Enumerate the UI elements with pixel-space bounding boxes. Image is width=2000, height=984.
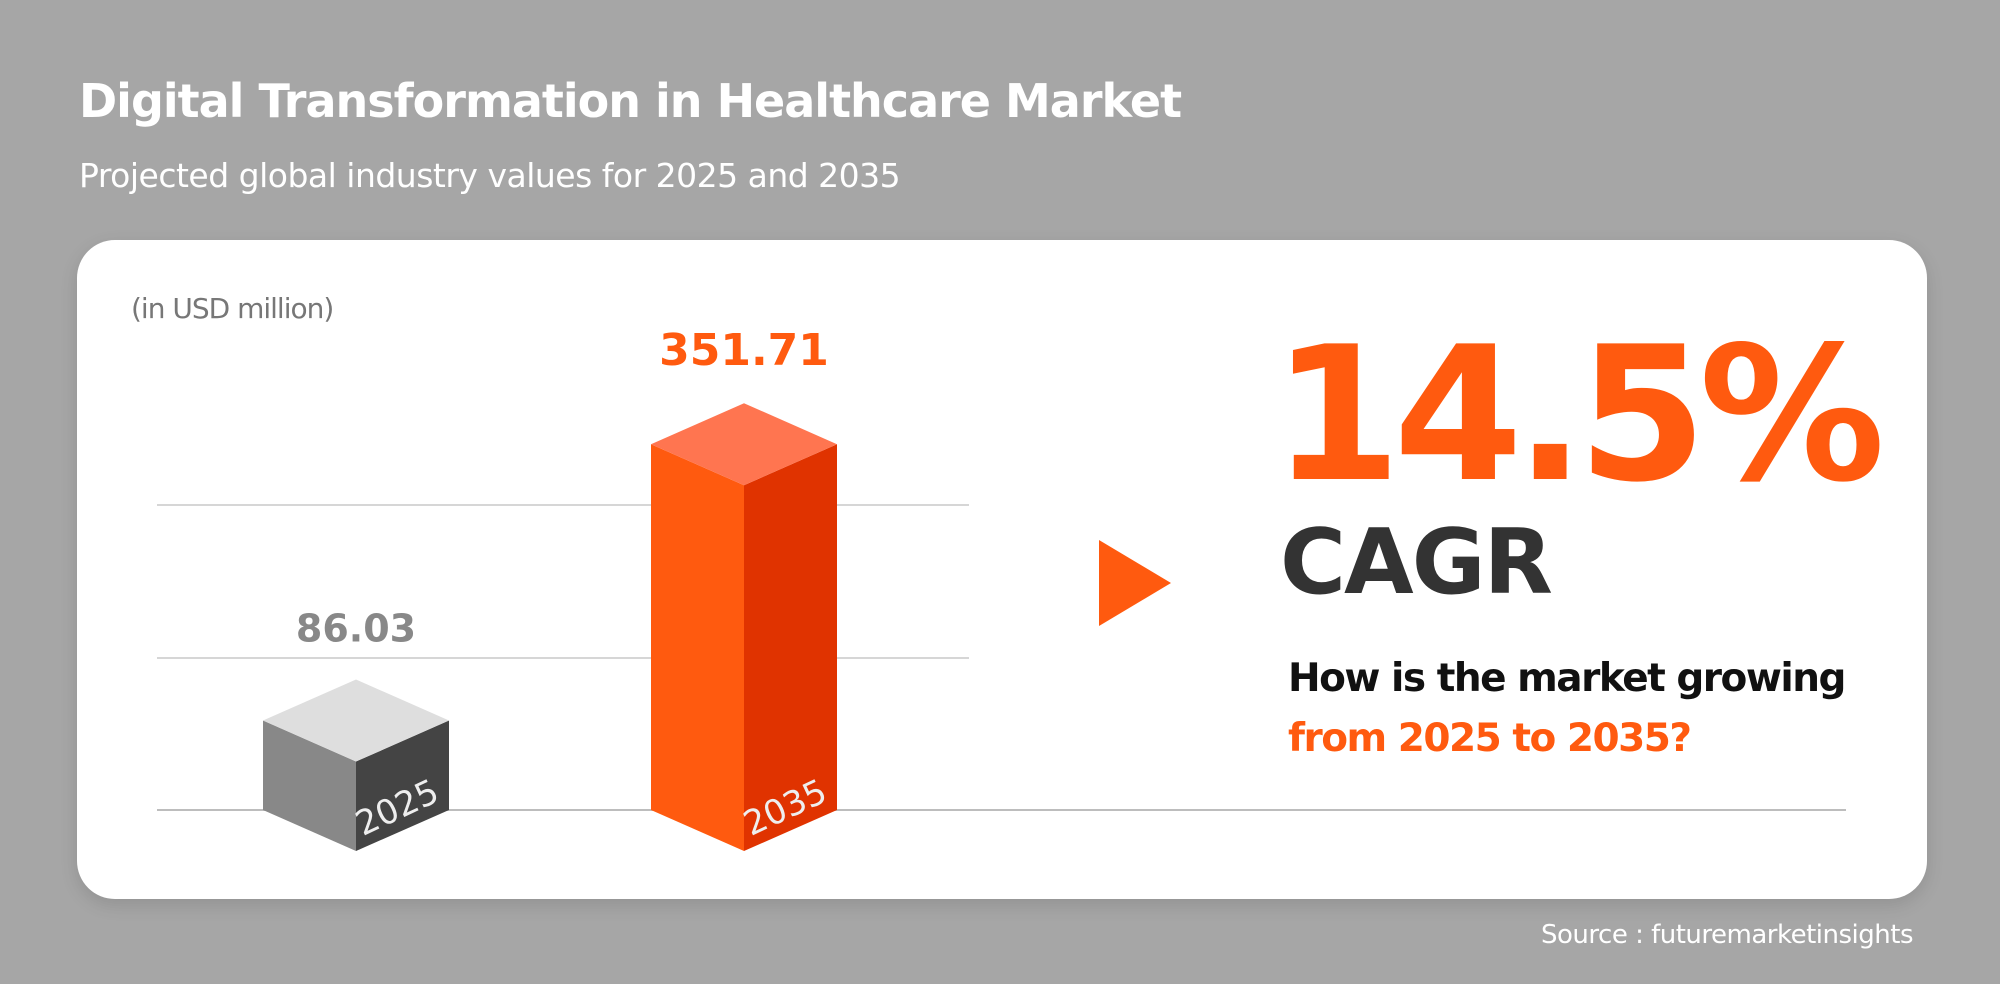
bar-side-face (744, 444, 837, 851)
bar-front-face (651, 444, 744, 851)
cagr-value: 14.5% (1272, 306, 1885, 523)
bar-value-label: 86.03 (296, 607, 416, 651)
question-line-2: from 2025 to 2035? (1288, 716, 1692, 761)
cagr-label: CAGR (1280, 510, 1553, 615)
bar-top-face (651, 403, 837, 486)
bar-value-label: 351.71 (659, 325, 829, 376)
bar-top-face (263, 679, 449, 762)
source-note: Source : futuremarketinsights (1541, 920, 1913, 950)
arrow-right-icon (1099, 540, 1171, 626)
unit-label: (in USD million) (131, 292, 334, 325)
page-title: Digital Transformation in Healthcare Mar… (79, 74, 1182, 128)
question-line-1: How is the market growing (1288, 656, 1846, 701)
page-subtitle: Projected global industry values for 202… (79, 156, 901, 195)
bar-front-face (263, 720, 356, 851)
bar-side-face (356, 720, 449, 851)
